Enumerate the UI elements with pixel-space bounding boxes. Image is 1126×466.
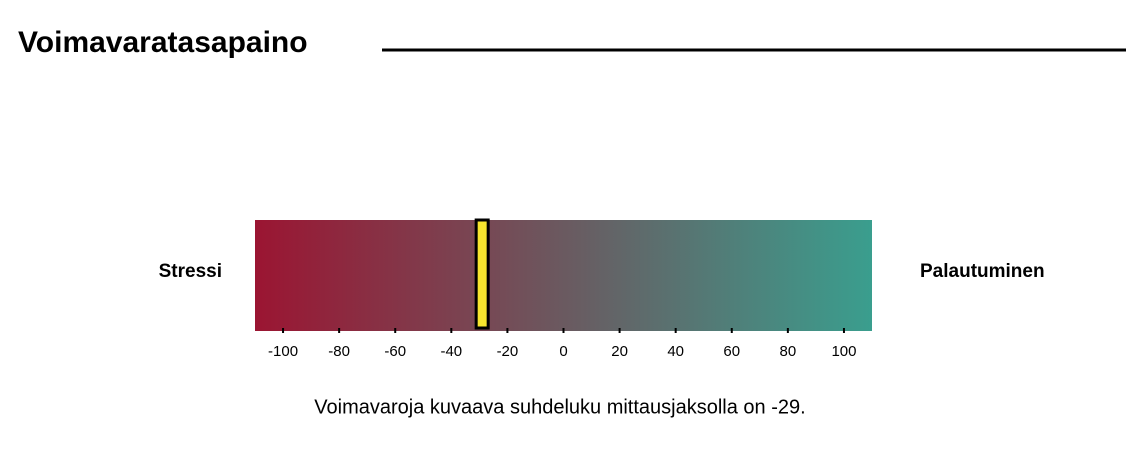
left-label: Stressi xyxy=(159,261,222,282)
x-tick-label: 60 xyxy=(723,343,740,360)
x-tick-label: -40 xyxy=(440,343,462,360)
x-tick-label: -20 xyxy=(497,343,519,360)
x-tick-label: 40 xyxy=(667,343,684,360)
right-label: Palautuminen xyxy=(920,261,1045,282)
x-tick-label: 100 xyxy=(831,343,856,360)
x-tick-label: 80 xyxy=(780,343,797,360)
caption: Voimavaroja kuvaava suhdeluku mittausjak… xyxy=(314,396,805,418)
x-tick-label: 20 xyxy=(611,343,628,360)
x-tick-label: -100 xyxy=(268,343,298,360)
x-tick-label: 0 xyxy=(559,343,567,360)
scale-bar xyxy=(255,220,872,331)
title: Voimavaratasapaino xyxy=(18,26,308,59)
x-tick-label: -80 xyxy=(328,343,350,360)
value-marker xyxy=(474,218,490,330)
x-tick-label: -60 xyxy=(384,343,406,360)
